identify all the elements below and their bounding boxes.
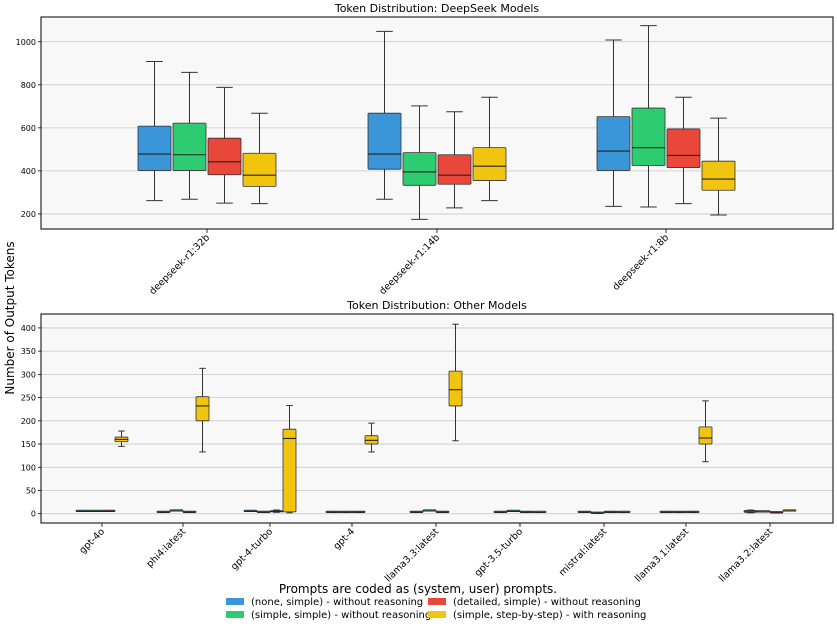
chart-title: Token Distribution: DeepSeek Models <box>334 2 540 15</box>
y-tick-label: 250 <box>21 394 36 403</box>
box-deepseek-r1-8b-simple-step-by-step-with-reasoning <box>701 160 736 191</box>
y-tick-label: 400 <box>21 167 36 176</box>
y-tick-label: 150 <box>21 440 36 449</box>
box-deepseek-r1-8b-simple-simple-without-reasoning <box>631 107 666 166</box>
y-tick-label: 600 <box>21 124 36 133</box>
box-deepseek-r1-32b-detailed-simple-without-reasoning <box>207 137 242 176</box>
y-tick-label: 100 <box>21 463 36 472</box>
legend-label-none-simple: (none, simple) - without reasoning <box>251 597 423 608</box>
box-deepseek-r1-14b-simple-simple-without-reasoning <box>402 152 437 186</box>
shared-y-axis-label: Number of Output Tokens <box>3 241 17 394</box>
box-llama3-1-latest-simple-step-by-step-with-reasoning <box>698 426 713 445</box>
y-tick-label: 400 <box>21 324 36 333</box>
box-llama3-3-latest-simple-step-by-step-with-reasoning <box>448 370 463 407</box>
box-deepseek-r1-14b-detailed-simple-without-reasoning <box>437 154 472 185</box>
legend-title: Prompts are coded as (system, user) prom… <box>279 582 557 596</box>
y-tick-label: 800 <box>21 81 36 90</box>
box-deepseek-r1-32b-simple-step-by-step-with-reasoning <box>242 152 277 187</box>
box-phi4-latest-simple-step-by-step-with-reasoning <box>195 396 210 422</box>
y-tick-label: 300 <box>21 370 36 379</box>
y-tick-label: 350 <box>21 347 36 356</box>
box-deepseek-r1-8b-none-simple-without-reasoning <box>596 116 631 171</box>
legend-label-detailed-simple: (detailed, simple) - without reasoning <box>453 597 641 608</box>
box-gpt-4-turbo-simple-step-by-step-with-reasoning <box>282 428 297 513</box>
box-deepseek-r1-14b-none-simple-without-reasoning <box>367 112 402 170</box>
box-deepseek-r1-32b-none-simple-without-reasoning <box>137 125 172 171</box>
y-tick-label: 200 <box>21 210 36 219</box>
y-tick-label: 1000 <box>16 38 36 47</box>
legend-swatch-detailed-simple <box>428 598 446 605</box>
legend-swatch-none-simple <box>226 598 244 605</box>
plot-frame <box>40 313 834 524</box>
box-deepseek-r1-32b-simple-simple-without-reasoning <box>172 122 207 171</box>
legend-swatch-simple-simple <box>226 611 244 618</box>
y-tick-label: 200 <box>21 417 36 426</box>
plot-frame <box>40 16 834 230</box>
plot-area <box>41 17 833 229</box>
legend-label-simple-step-by-step: (simple, step-by-step) - with reasoning <box>453 610 646 621</box>
box-deepseek-r1-8b-detailed-simple-without-reasoning <box>666 128 701 169</box>
legend: Prompts are coded as (system, user) prom… <box>226 582 646 621</box>
legend-swatch-simple-step-by-step <box>428 611 446 618</box>
y-tick-label: 0 <box>31 510 36 519</box>
deepseek-boxplot-chart: 200 400 600 800 1000 Token Distribution: Deep… <box>16 2 834 297</box>
y-tick-label: 50 <box>26 486 36 495</box>
box-deepseek-r1-14b-simple-step-by-step-with-reasoning <box>472 147 507 181</box>
plot-area <box>41 314 833 523</box>
legend-label-simple-simple: (simple, simple) - without reasoning <box>251 610 431 621</box>
chart-title: Token Distribution: Other Models <box>346 299 527 312</box>
